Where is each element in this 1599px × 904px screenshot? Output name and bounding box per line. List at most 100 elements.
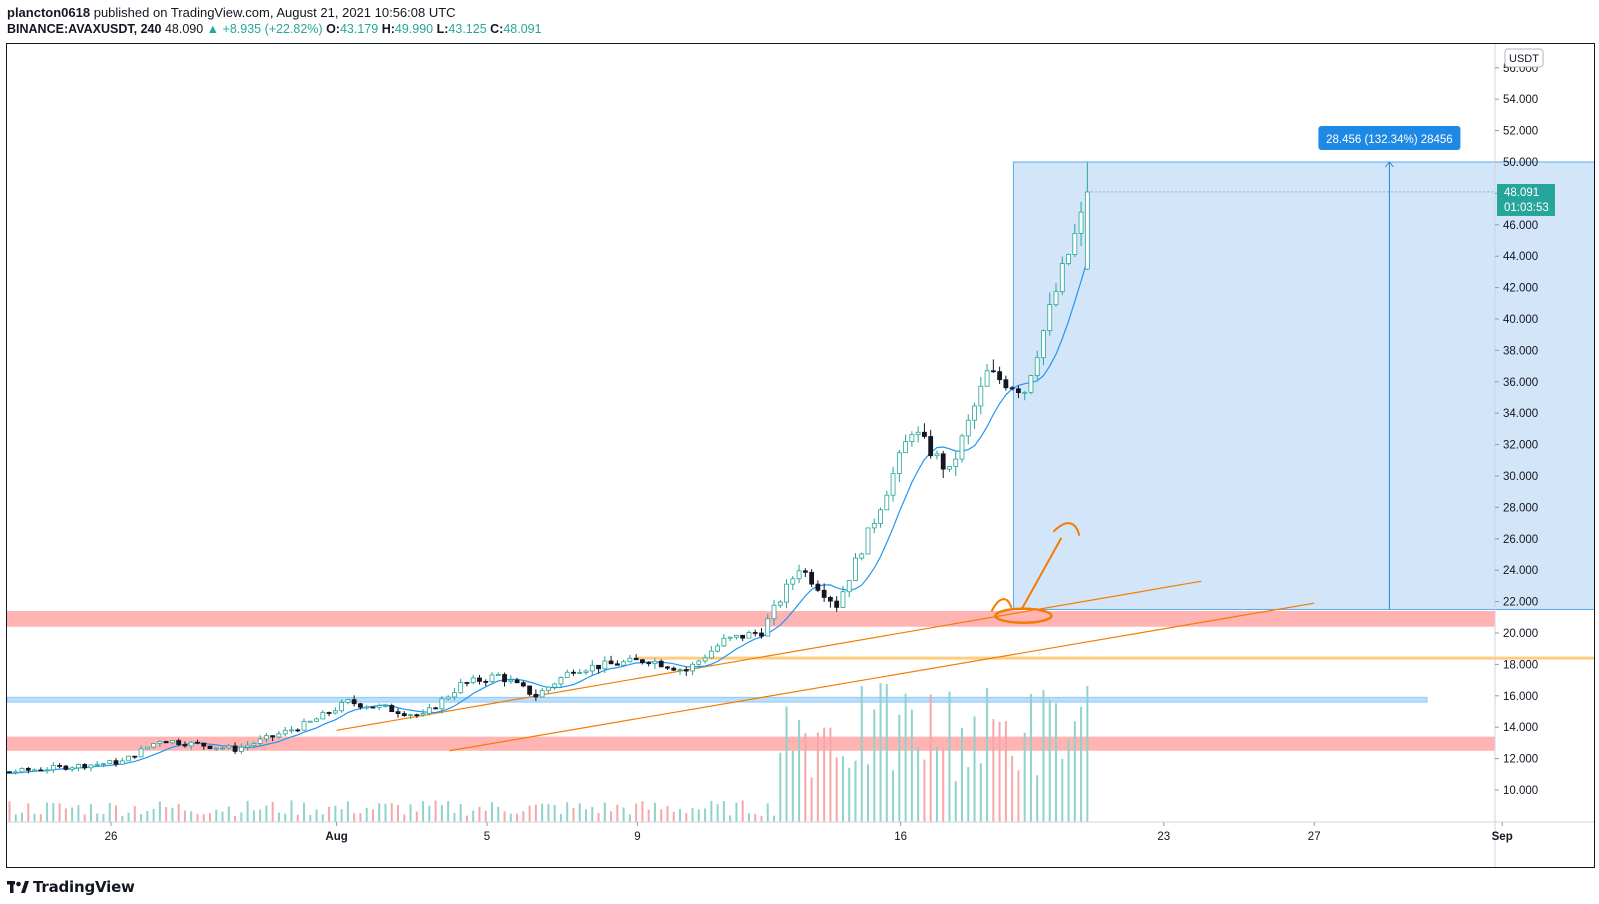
volume-bar: [860, 685, 863, 822]
volume-bar: [948, 691, 951, 822]
volume-bar: [566, 802, 569, 822]
up-arrow-icon: ▲: [206, 22, 220, 36]
candle-up: [251, 743, 257, 746]
candle-down: [802, 570, 808, 573]
candle-down: [201, 742, 207, 747]
candle-up: [915, 431, 921, 436]
candle-up: [627, 657, 633, 663]
y-tick-label: 44.000: [1503, 251, 1538, 263]
candle-down: [358, 703, 363, 708]
volume-bar: [867, 764, 870, 822]
volume-bar: [246, 800, 249, 822]
volume-bar: [791, 750, 794, 822]
volume-bar: [553, 804, 556, 822]
candle-up: [884, 494, 890, 511]
candle-up: [715, 645, 721, 652]
candle-up: [878, 509, 883, 524]
volume-bar: [315, 809, 318, 822]
volume-bar: [522, 811, 525, 822]
candle-down: [395, 711, 401, 715]
volume-bar: [597, 813, 600, 822]
x-tick-label: 9: [634, 831, 640, 843]
candle-up: [984, 370, 990, 387]
candle-up: [44, 769, 50, 772]
volume-bar: [484, 810, 487, 822]
candle-down: [815, 583, 821, 591]
candle-up: [1041, 330, 1046, 359]
volume-bar: [303, 802, 306, 822]
candle-up: [1078, 211, 1084, 234]
candle-up: [107, 760, 113, 765]
candle-down: [7, 771, 12, 774]
volume-bar: [904, 693, 907, 822]
volume-bar: [346, 801, 349, 822]
volume-bar: [841, 756, 844, 822]
candle-down: [502, 674, 507, 683]
volume-bar: [415, 811, 418, 822]
volume-bar: [328, 806, 331, 822]
measure-box: [1012, 161, 1594, 610]
candle-up: [589, 664, 595, 672]
volume-bar: [1080, 706, 1083, 822]
candle-up: [101, 763, 106, 766]
author-name[interactable]: plancton0618: [7, 5, 91, 20]
volume-bar: [679, 808, 682, 822]
volume-bar: [917, 747, 920, 822]
candle-down: [63, 765, 69, 770]
volume-bar: [1055, 703, 1058, 822]
volume-bar: [209, 813, 212, 822]
volume-bar: [33, 813, 36, 822]
candle-up: [88, 764, 94, 769]
volume-bar: [547, 804, 550, 822]
candle-up: [871, 523, 877, 529]
candle-up: [257, 738, 263, 744]
volume-bar: [722, 801, 725, 822]
volume-bar: [378, 803, 381, 822]
currency-label: USDT: [1509, 53, 1539, 65]
volume-bar: [271, 802, 274, 822]
candle-up: [721, 637, 727, 647]
volume-bar: [509, 813, 512, 822]
volume-bar: [89, 804, 92, 822]
last-price-badge: [1497, 183, 1555, 216]
moving-average-line: [7, 260, 1088, 775]
candle-down: [752, 632, 758, 634]
candle-up: [690, 663, 695, 672]
x-tick-label: 23: [1157, 831, 1170, 843]
candle-down: [640, 659, 645, 664]
volume-bar: [954, 781, 957, 822]
y-tick-label: 34.000: [1503, 408, 1538, 420]
volume-bar: [992, 719, 995, 822]
volume-bar: [879, 683, 882, 822]
last-price: 48.090: [164, 22, 204, 36]
volume-bar: [685, 813, 688, 822]
y-tick-label: 12.000: [1503, 754, 1538, 766]
candle-up: [978, 385, 984, 407]
volume-bar: [165, 807, 168, 822]
volume-bar: [284, 813, 287, 822]
open-value: 43.179: [339, 22, 379, 36]
symbol-name[interactable]: BINANCE:AVAXUSDT: [7, 22, 134, 36]
volume-bar: [979, 763, 982, 822]
candle-up: [13, 771, 19, 774]
candle-up: [564, 671, 570, 678]
candle-down: [928, 436, 934, 457]
y-tick-label: 50.000: [1503, 157, 1538, 169]
candle-up: [702, 657, 708, 662]
y-tick-label: 16.000: [1503, 691, 1538, 703]
volume-bar: [397, 804, 400, 822]
chart-frame: 28.456 (132.34%) 28456 56.000 54.000 52.000…: [6, 43, 1595, 868]
price-chart[interactable]: 28.456 (132.34%) 2845656.00054.00052.000…: [7, 44, 1594, 867]
tradingview-logo-icon: [7, 881, 29, 893]
volume-bar: [816, 732, 819, 822]
candle-down: [683, 669, 689, 672]
candle-up: [138, 748, 144, 758]
volume-bar: [641, 801, 644, 822]
volume-bar: [71, 807, 74, 822]
bar-countdown-label: 01:03:53: [1504, 202, 1549, 214]
volume-bar: [823, 727, 826, 822]
volume-bar: [697, 809, 700, 822]
candle-up: [508, 679, 514, 683]
volume-bar: [729, 815, 732, 822]
volume-bar: [704, 808, 707, 822]
